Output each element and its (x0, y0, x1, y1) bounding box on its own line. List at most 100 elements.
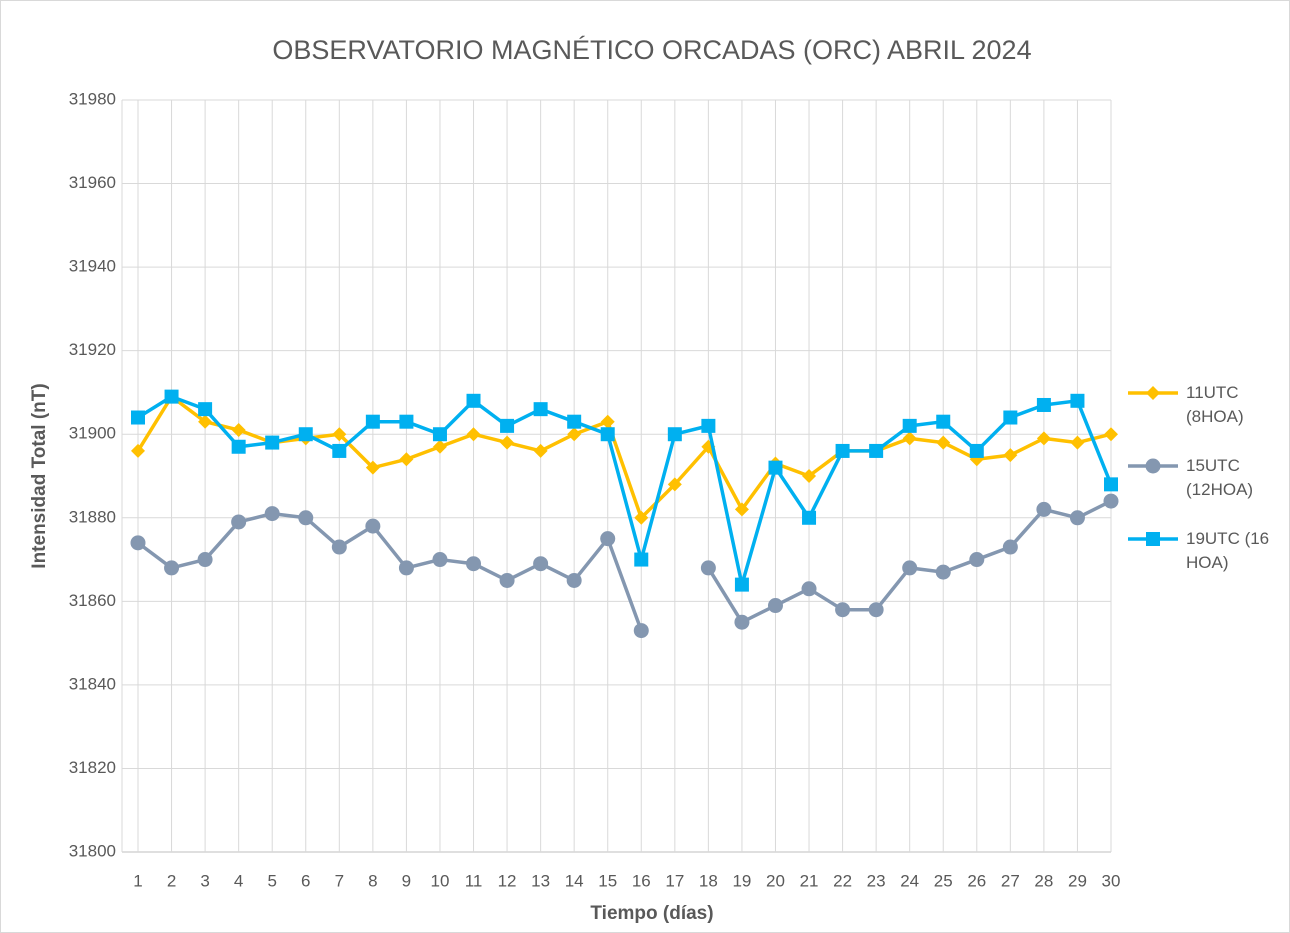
x-tick-label: 16 (632, 871, 651, 890)
marker (432, 439, 447, 454)
marker (1146, 532, 1160, 546)
y-tick-label: 31860 (69, 591, 116, 610)
y-tick-label: 31840 (69, 674, 116, 693)
marker (634, 552, 649, 567)
marker (198, 402, 213, 417)
x-tick-label: 12 (498, 871, 517, 890)
marker (1036, 431, 1051, 446)
marker (969, 443, 984, 458)
marker (1036, 501, 1052, 517)
marker (869, 443, 884, 458)
marker (700, 560, 716, 576)
chart-title: OBSERVATORIO MAGNÉTICO ORCADAS (ORC) ABR… (272, 35, 1031, 65)
marker (231, 514, 247, 530)
marker (231, 423, 246, 438)
marker (667, 477, 682, 492)
x-tick-label: 2 (167, 871, 176, 890)
marker (1003, 448, 1018, 463)
x-tick-label: 29 (1068, 871, 1087, 890)
x-tick-label: 20 (766, 871, 785, 890)
x-tick-label: 13 (531, 871, 550, 890)
x-tick-label: 17 (665, 871, 684, 890)
marker (533, 556, 549, 572)
marker (600, 414, 615, 429)
marker (298, 427, 313, 442)
marker (734, 502, 749, 517)
y-tick-label: 31820 (69, 758, 116, 777)
marker (600, 427, 615, 442)
x-tick-label: 21 (800, 871, 819, 890)
marker (1002, 539, 1018, 555)
x-tick-label: 9 (402, 871, 411, 890)
x-tick-label: 27 (1001, 871, 1020, 890)
x-axis-title: Tiempo (días) (590, 903, 713, 924)
marker (231, 439, 246, 454)
marker (466, 556, 482, 572)
marker (130, 535, 146, 551)
marker (466, 427, 481, 442)
marker (902, 431, 917, 446)
marker (801, 581, 817, 597)
marker (164, 389, 179, 404)
y-axis-title: Intensidad Total (nT) (29, 383, 50, 568)
legend-label: 19UTC (16 HOA) (1186, 529, 1270, 572)
marker (767, 598, 783, 614)
marker (365, 518, 381, 534)
y-tick-label: 31960 (69, 173, 116, 192)
y-tick-label: 31900 (69, 424, 116, 443)
marker (265, 435, 280, 450)
marker (936, 435, 951, 450)
marker (600, 531, 616, 547)
marker (332, 427, 347, 442)
marker (197, 552, 213, 568)
marker (835, 602, 851, 618)
x-tick-label: 24 (900, 871, 919, 890)
y-tick-label: 31920 (69, 340, 116, 359)
x-tick-label: 18 (699, 871, 718, 890)
marker (902, 418, 917, 433)
marker (566, 572, 582, 588)
x-tick-label: 19 (732, 871, 751, 890)
marker (734, 614, 750, 630)
x-tick-label: 10 (431, 871, 450, 890)
marker (466, 393, 481, 408)
marker (432, 427, 447, 442)
marker (365, 460, 380, 475)
x-tick-label: 26 (967, 871, 986, 890)
marker (935, 564, 951, 580)
x-tick-label: 7 (335, 871, 344, 890)
x-tick-label: 23 (867, 871, 886, 890)
marker (500, 435, 515, 450)
marker (567, 427, 582, 442)
marker (1003, 410, 1018, 425)
marker (567, 414, 582, 429)
x-tick-label: 3 (200, 871, 209, 890)
marker (1145, 458, 1161, 474)
marker (1070, 393, 1085, 408)
marker (1036, 397, 1051, 412)
marker (533, 443, 548, 458)
marker (198, 414, 213, 429)
marker (969, 552, 985, 568)
y-tick-label: 31880 (69, 507, 116, 526)
x-tick-label: 15 (598, 871, 617, 890)
marker (164, 560, 180, 576)
marker (131, 443, 145, 458)
marker (398, 560, 414, 576)
marker (264, 506, 280, 522)
marker (1069, 510, 1085, 526)
marker (298, 510, 314, 526)
marker (634, 510, 649, 525)
x-tick-label: 30 (1102, 871, 1121, 890)
marker (768, 460, 783, 475)
x-tick-label: 11 (465, 871, 483, 890)
marker (701, 418, 716, 433)
x-tick-label: 8 (368, 871, 377, 890)
x-tick-label: 14 (565, 871, 584, 890)
marker (1070, 435, 1085, 450)
y-tick-label: 31800 (69, 841, 116, 860)
x-tick-label: 25 (934, 871, 953, 890)
marker (734, 577, 749, 592)
